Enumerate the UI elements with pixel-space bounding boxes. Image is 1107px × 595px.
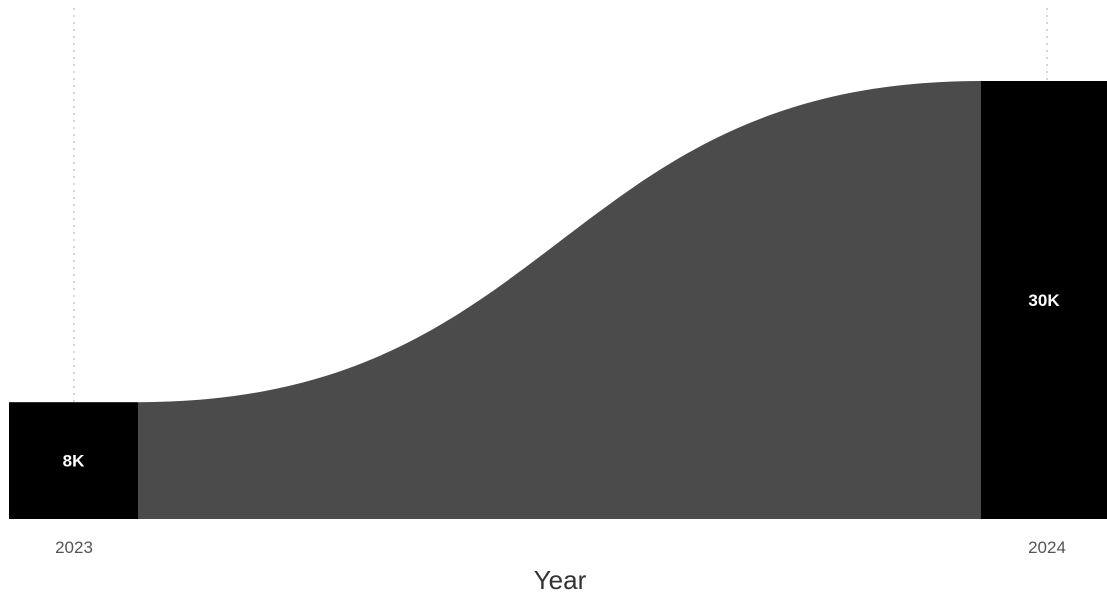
ribbon-2023-to-2024[interactable]	[138, 81, 981, 519]
column-2023[interactable]	[9, 402, 138, 519]
ribbon-layer	[138, 81, 981, 519]
data-label-layer: 8K 30K	[63, 291, 1061, 471]
column-2024[interactable]	[981, 81, 1107, 519]
data-label-2024: 30K	[1028, 291, 1060, 310]
x-axis-title: Year	[534, 565, 587, 595]
x-tick-2023: 2023	[55, 538, 93, 557]
column-layer	[9, 81, 1107, 519]
data-label-2023: 8K	[63, 452, 85, 471]
x-tick-2024: 2024	[1028, 538, 1066, 557]
x-axis-ticks: 2023 2024	[55, 538, 1066, 557]
